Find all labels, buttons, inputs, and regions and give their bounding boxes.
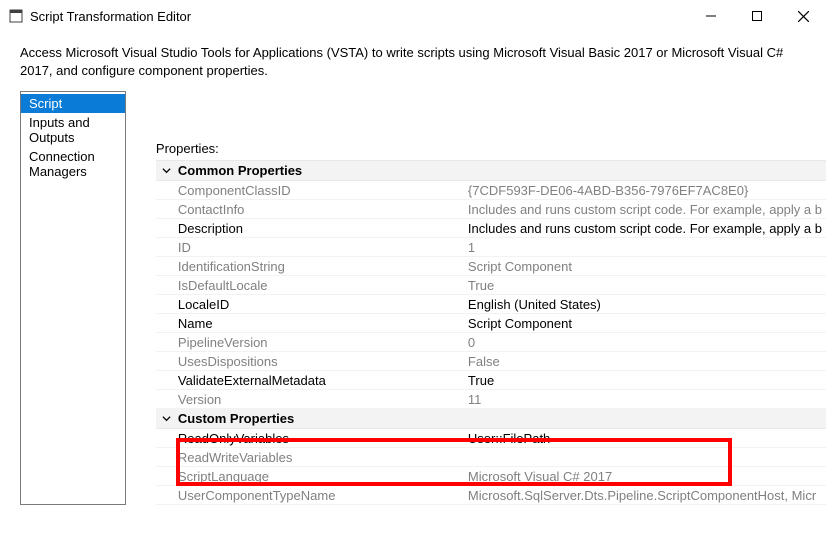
property-value: Includes and runs custom script code. Fo…	[468, 221, 822, 236]
property-row[interactable]: ValidateExternalMetadataTrue	[156, 371, 826, 390]
maximize-button[interactable]	[734, 0, 780, 32]
property-row[interactable]: UserComponentTypeNameMicrosoft.SqlServer…	[156, 486, 826, 505]
property-value: Microsoft.SqlServer.Dts.Pipeline.ScriptC…	[468, 488, 822, 503]
group-title: Custom Properties	[178, 411, 294, 426]
chevron-down-icon	[160, 414, 174, 423]
property-label: PipelineVersion	[178, 335, 468, 350]
property-label: Name	[178, 316, 468, 331]
property-value: 1	[468, 240, 822, 255]
property-row[interactable]: PipelineVersion0	[156, 333, 826, 352]
property-grid: Common Properties ComponentClassID{7CDF59…	[156, 160, 826, 505]
minimize-button[interactable]	[688, 0, 734, 32]
property-row[interactable]: ID1	[156, 238, 826, 257]
property-label: LocaleID	[178, 297, 468, 312]
property-label: ID	[178, 240, 468, 255]
chevron-down-icon	[160, 166, 174, 175]
property-label: IsDefaultLocale	[178, 278, 468, 293]
property-row[interactable]: ContactInfoIncludes and runs custom scri…	[156, 200, 826, 219]
content-panel: Properties: Common Properties ComponentCl…	[126, 91, 826, 505]
property-label: ComponentClassID	[178, 183, 468, 198]
property-label: ReadOnlyVariables	[178, 431, 468, 446]
app-icon	[8, 8, 24, 24]
property-value: True	[468, 278, 822, 293]
property-row[interactable]: ReadWriteVariables	[156, 448, 826, 467]
sidebar-item-inputs-and-outputs[interactable]: Inputs and Outputs	[21, 113, 125, 147]
main-area: ScriptInputs and OutputsConnection Manag…	[0, 91, 826, 505]
property-value: User::FilePath	[468, 431, 822, 446]
property-value: English (United States)	[468, 297, 822, 312]
property-row[interactable]: LocaleIDEnglish (United States)	[156, 295, 826, 314]
property-value: False	[468, 354, 822, 369]
property-row[interactable]: ScriptLanguageMicrosoft Visual C# 2017	[156, 467, 826, 486]
properties-label: Properties:	[156, 141, 826, 156]
property-row[interactable]: IdentificationStringScript Component	[156, 257, 826, 276]
group-header[interactable]: Common Properties	[156, 161, 826, 181]
property-row[interactable]: IsDefaultLocaleTrue	[156, 276, 826, 295]
property-value: 11	[468, 392, 822, 407]
property-value: {7CDF593F-DE06-4ABD-B356-7976EF7AC8E0}	[468, 183, 822, 198]
dialog-description: Access Microsoft Visual Studio Tools for…	[0, 32, 826, 91]
property-label: Description	[178, 221, 468, 236]
sidebar-item-script[interactable]: Script	[21, 94, 125, 113]
property-label: IdentificationString	[178, 259, 468, 274]
property-label: Version	[178, 392, 468, 407]
property-value: Script Component	[468, 316, 822, 331]
titlebar: Script Transformation Editor	[0, 0, 826, 32]
property-value: 0	[468, 335, 822, 350]
sidebar: ScriptInputs and OutputsConnection Manag…	[20, 91, 126, 505]
property-row[interactable]: NameScript Component	[156, 314, 826, 333]
property-row[interactable]: DescriptionIncludes and runs custom scri…	[156, 219, 826, 238]
window-controls	[688, 0, 826, 32]
property-label: UserComponentTypeName	[178, 488, 468, 503]
property-label: ContactInfo	[178, 202, 468, 217]
property-value: True	[468, 373, 822, 388]
property-label: ReadWriteVariables	[178, 450, 468, 465]
property-row[interactable]: ReadOnlyVariablesUser::FilePath	[156, 429, 826, 448]
property-label: UsesDispositions	[178, 354, 468, 369]
property-value: Includes and runs custom script code. Fo…	[468, 202, 822, 217]
window-title: Script Transformation Editor	[30, 9, 191, 24]
property-label: ScriptLanguage	[178, 469, 468, 484]
property-value: Microsoft Visual C# 2017	[468, 469, 822, 484]
property-row[interactable]: UsesDispositionsFalse	[156, 352, 826, 371]
property-row[interactable]: Version11	[156, 390, 826, 409]
property-label: ValidateExternalMetadata	[178, 373, 468, 388]
property-value: Script Component	[468, 259, 822, 274]
sidebar-item-connection-managers[interactable]: Connection Managers	[21, 147, 125, 181]
group-header[interactable]: Custom Properties	[156, 409, 826, 429]
close-button[interactable]	[780, 0, 826, 32]
group-title: Common Properties	[178, 163, 302, 178]
property-row[interactable]: ComponentClassID{7CDF593F-DE06-4ABD-B356…	[156, 181, 826, 200]
